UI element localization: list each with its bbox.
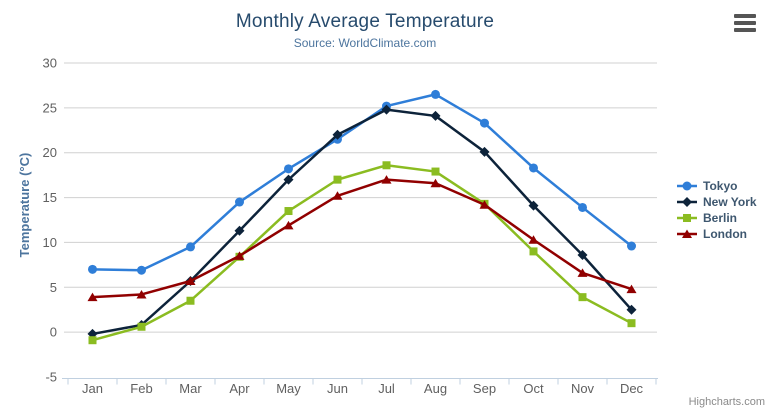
x-tick-label: Jan bbox=[82, 381, 103, 396]
x-tick-label: Sep bbox=[473, 381, 496, 396]
legend-marker-icon bbox=[677, 197, 697, 207]
data-point-marker[interactable] bbox=[136, 289, 147, 299]
data-point-marker[interactable] bbox=[577, 249, 588, 260]
legend-marker-icon bbox=[677, 181, 697, 191]
data-point-marker[interactable] bbox=[235, 197, 244, 207]
data-point-marker[interactable] bbox=[479, 200, 490, 209]
y-tick-label: 20 bbox=[43, 145, 57, 160]
x-tick-label: Jul bbox=[378, 381, 395, 396]
x-tick-label: Feb bbox=[130, 381, 152, 396]
data-point-marker[interactable] bbox=[430, 110, 441, 121]
data-point-marker[interactable] bbox=[137, 322, 146, 331]
series-line-london[interactable] bbox=[91, 178, 633, 299]
data-point-marker[interactable] bbox=[381, 104, 392, 115]
legend-item-london[interactable]: London bbox=[676, 226, 757, 242]
data-point-marker[interactable] bbox=[529, 163, 538, 173]
legend-item-label: New York bbox=[703, 195, 757, 209]
data-point-marker[interactable] bbox=[529, 247, 538, 256]
data-point-marker[interactable] bbox=[577, 268, 588, 277]
series-line-berlin[interactable] bbox=[91, 164, 633, 342]
hamburger-icon bbox=[734, 28, 756, 32]
y-axis-title: Temperature (°C) bbox=[17, 152, 32, 258]
data-point-marker[interactable] bbox=[137, 265, 146, 275]
y-tick-label: 25 bbox=[43, 100, 57, 115]
data-point-marker[interactable] bbox=[578, 293, 587, 302]
series-line-tokyo[interactable] bbox=[91, 93, 633, 272]
data-point-marker[interactable] bbox=[88, 336, 97, 345]
data-point-marker[interactable] bbox=[185, 276, 196, 286]
data-point-marker[interactable] bbox=[284, 164, 293, 174]
data-point-marker[interactable] bbox=[528, 200, 539, 211]
y-tick-label: 10 bbox=[43, 235, 57, 250]
legend-item-label: Tokyo bbox=[703, 179, 738, 193]
hamburger-icon bbox=[734, 21, 756, 25]
legend-marker-icon bbox=[677, 214, 697, 222]
data-point-marker[interactable] bbox=[626, 284, 637, 294]
data-point-marker[interactable] bbox=[528, 235, 539, 244]
data-point-marker[interactable] bbox=[284, 207, 293, 216]
data-point-marker[interactable] bbox=[234, 251, 245, 260]
data-point-marker[interactable] bbox=[430, 178, 441, 188]
data-point-marker[interactable] bbox=[333, 175, 342, 184]
legend-item-label: Berlin bbox=[703, 211, 738, 225]
data-point-marker[interactable] bbox=[626, 304, 637, 315]
data-point-marker[interactable] bbox=[186, 242, 195, 252]
legend-item-tokyo[interactable]: Tokyo bbox=[676, 178, 757, 194]
export-menu-button[interactable] bbox=[732, 12, 758, 34]
series-line-new-york[interactable] bbox=[91, 108, 633, 336]
y-tick-label: 15 bbox=[43, 190, 57, 205]
legend: Tokyo New York Berlin London bbox=[676, 178, 757, 242]
y-tick-label: 0 bbox=[50, 325, 57, 340]
y-tick-label: 30 bbox=[43, 56, 57, 71]
data-point-marker[interactable] bbox=[382, 161, 391, 170]
data-point-marker[interactable] bbox=[431, 167, 440, 176]
data-point-marker[interactable] bbox=[381, 175, 392, 184]
highcharts-credit[interactable]: Highcharts.com bbox=[688, 396, 765, 408]
legend-item-label: London bbox=[703, 227, 747, 241]
data-point-marker[interactable] bbox=[578, 202, 587, 212]
x-tick-label: Jun bbox=[327, 381, 348, 396]
data-point-marker[interactable] bbox=[627, 241, 636, 251]
data-point-marker[interactable] bbox=[479, 146, 490, 157]
x-tick-label: Nov bbox=[571, 381, 595, 396]
chart-title: Monthly Average Temperature bbox=[235, 11, 495, 32]
data-point-marker[interactable] bbox=[186, 296, 195, 305]
data-point-marker[interactable] bbox=[87, 292, 98, 302]
y-tick-label: -5 bbox=[45, 370, 57, 385]
data-point-marker[interactable] bbox=[88, 264, 97, 274]
legend-item-berlin[interactable]: Berlin bbox=[676, 210, 757, 226]
x-tick-label: May bbox=[276, 381, 301, 396]
data-point-marker[interactable] bbox=[283, 174, 294, 185]
y-tick-label: 5 bbox=[50, 280, 57, 295]
data-point-marker[interactable] bbox=[332, 191, 343, 200]
x-tick-label: Apr bbox=[229, 381, 250, 396]
x-tick-label: Aug bbox=[424, 381, 447, 396]
data-point-marker[interactable] bbox=[283, 220, 294, 230]
chart-subtitle: Source: WorldClimate.com bbox=[293, 36, 437, 50]
x-tick-label: Mar bbox=[179, 381, 202, 396]
x-tick-label: Oct bbox=[523, 381, 544, 396]
data-point-marker[interactable] bbox=[627, 319, 636, 328]
data-point-marker[interactable] bbox=[480, 118, 489, 128]
data-point-marker[interactable] bbox=[234, 225, 245, 236]
data-point-marker[interactable] bbox=[332, 129, 343, 140]
legend-item-new-york[interactable]: New York bbox=[676, 194, 757, 210]
hamburger-icon bbox=[734, 14, 756, 18]
data-point-marker[interactable] bbox=[431, 89, 440, 99]
legend-marker-icon bbox=[677, 229, 697, 238]
x-tick-label: Dec bbox=[620, 381, 644, 396]
